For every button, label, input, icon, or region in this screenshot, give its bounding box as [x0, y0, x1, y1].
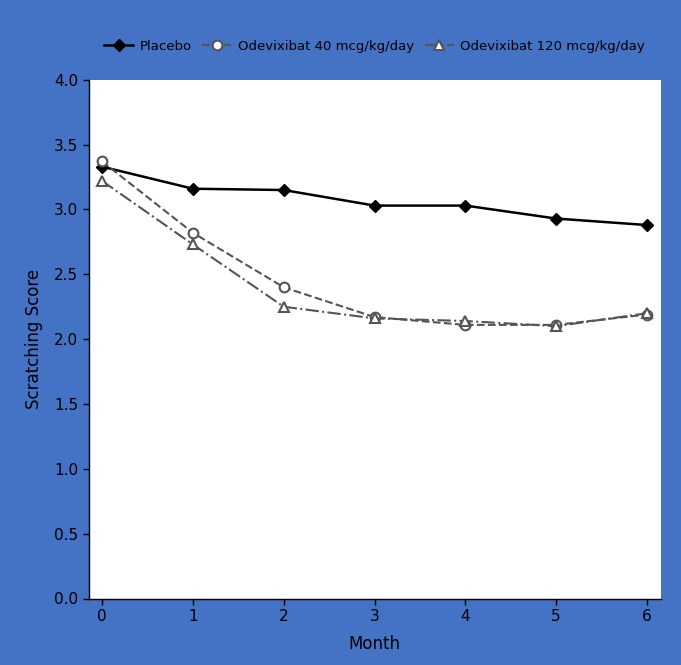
Placebo: [552, 215, 560, 223]
Odevixibat 120 mcg/kg/day: [98, 177, 106, 185]
X-axis label: Month: Month: [349, 635, 400, 653]
Odevixibat 120 mcg/kg/day: [461, 317, 469, 325]
Y-axis label: Scratching Score: Scratching Score: [25, 269, 43, 409]
Odevixibat 40 mcg/kg/day: [189, 229, 197, 237]
Odevixibat 120 mcg/kg/day: [189, 241, 197, 249]
Odevixibat 40 mcg/kg/day: [280, 283, 288, 291]
Placebo: [189, 185, 197, 193]
Odevixibat 120 mcg/kg/day: [552, 322, 560, 330]
Placebo: [280, 186, 288, 194]
Placebo: [461, 201, 469, 209]
Odevixibat 40 mcg/kg/day: [461, 321, 469, 329]
Line: Odevixibat 40 mcg/kg/day: Odevixibat 40 mcg/kg/day: [97, 157, 652, 330]
Odevixibat 120 mcg/kg/day: [370, 315, 379, 323]
Line: Odevixibat 120 mcg/kg/day: Odevixibat 120 mcg/kg/day: [97, 176, 652, 331]
Line: Placebo: Placebo: [98, 162, 651, 229]
Legend: Placebo, Odevixibat 40 mcg/kg/day, Odevixibat 120 mcg/kg/day: Placebo, Odevixibat 40 mcg/kg/day, Odevi…: [99, 35, 650, 58]
Odevixibat 40 mcg/kg/day: [643, 311, 651, 319]
Odevixibat 40 mcg/kg/day: [98, 158, 106, 166]
Odevixibat 120 mcg/kg/day: [643, 309, 651, 317]
Placebo: [98, 163, 106, 171]
Placebo: [370, 201, 379, 209]
Odevixibat 40 mcg/kg/day: [370, 313, 379, 321]
Odevixibat 120 mcg/kg/day: [280, 303, 288, 311]
Odevixibat 40 mcg/kg/day: [552, 321, 560, 329]
Placebo: [643, 221, 651, 229]
